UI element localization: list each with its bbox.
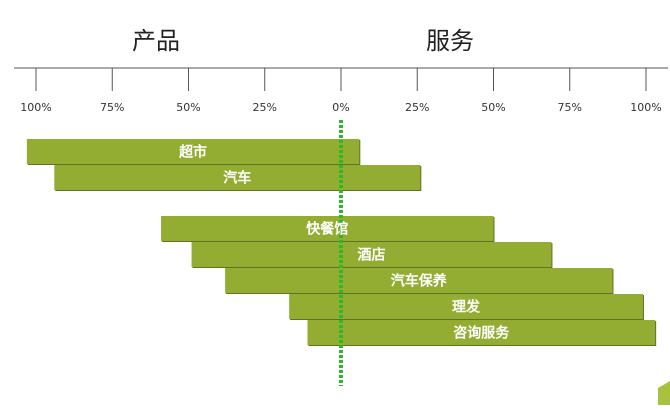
services-header: 服务 (426, 27, 474, 55)
bar (26, 139, 360, 164)
bar (225, 268, 613, 293)
bar-label: 快餐馆 (306, 221, 348, 238)
tick-label: 50% (176, 101, 200, 114)
products-header: 产品 (132, 27, 180, 55)
bar-label: 理发 (452, 299, 481, 316)
tick-label: 75% (558, 101, 582, 114)
bar-label: 汽车保养 (391, 273, 448, 290)
tick-label: 50% (481, 101, 505, 114)
tick-label: 100% (20, 101, 51, 114)
bar (289, 294, 643, 319)
bar (307, 320, 656, 345)
corner-cube-icon (658, 381, 670, 405)
bar (191, 242, 552, 267)
tick-label: 75% (100, 101, 124, 114)
bars (26, 139, 657, 346)
bar (54, 165, 421, 190)
bar-label: 咨询服务 (453, 325, 510, 342)
bar-label: 汽车 (223, 170, 251, 187)
bar-label: 酒店 (358, 247, 386, 264)
bar-label: 超市 (178, 144, 207, 161)
tick-label: 25% (405, 101, 429, 114)
tick-label: 100% (630, 101, 661, 114)
bar (161, 216, 494, 241)
axis-ticks: 100% 75% 50% 25% 0% 25% 50% 75% 100% (20, 68, 662, 114)
tick-label: 0% (332, 101, 349, 114)
tick-label: 25% (253, 101, 277, 114)
